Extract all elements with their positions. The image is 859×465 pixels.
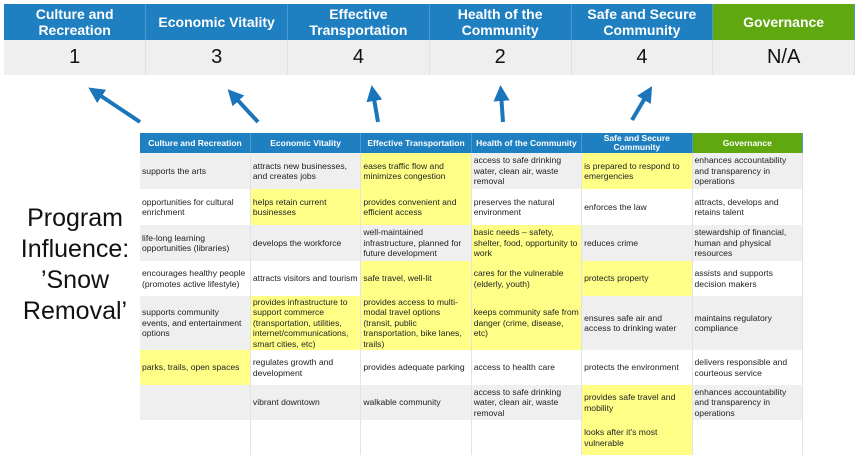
table-cell: walkable community	[360, 385, 472, 420]
table-cell	[140, 420, 251, 455]
table-cell	[140, 385, 251, 420]
table-cell: attracts, develops and retains talent	[692, 189, 804, 225]
score-safe-and-secure-community: 4	[571, 40, 714, 75]
table-cell: opportunities for cultural enrichment	[140, 189, 251, 225]
table-cell: encourages healthy people (promotes acti…	[140, 261, 251, 296]
table-cell: maintains regulatory compliance	[692, 296, 804, 350]
header-health-of-the-community: Health of the Community	[429, 4, 572, 40]
column-header-economic-vitality: Economic Vitality	[250, 133, 362, 153]
table-cell: protects property	[581, 261, 693, 296]
table-cell: assists and supports decision makers	[692, 261, 804, 296]
table-cell: regulates growth and development	[250, 350, 362, 385]
table-row: supports the arts attracts new businesses…	[140, 153, 804, 189]
arrow-icon	[630, 86, 653, 122]
table-cell	[360, 420, 472, 455]
table-cell: life-long learning opportunities (librar…	[140, 225, 251, 261]
table-cell: access to health care	[471, 350, 583, 385]
table-cell: basic needs – safety, shelter, food, opp…	[471, 225, 583, 261]
arrow-icon	[88, 87, 142, 124]
table-row: supports community events, and entertain…	[140, 296, 804, 350]
table-cell: eases traffic flow and minimizes congest…	[360, 153, 472, 189]
table-cell: attracts visitors and tourism	[250, 261, 362, 296]
table-cell: attracts new businesses, and creates job…	[250, 153, 362, 189]
table-cell: helps retain current businesses	[250, 189, 362, 225]
table-cell	[471, 420, 583, 455]
table-cell: access to safe drinking water, clean air…	[471, 385, 583, 420]
score-governance: N/A	[712, 40, 855, 75]
header-economic-vitality: Economic Vitality	[145, 4, 288, 40]
header-safe-and-secure-community: Safe and Secure Community	[571, 4, 714, 40]
table-cell	[692, 420, 804, 455]
pillar-criteria-table: Culture and Recreation Economic Vitality E…	[140, 133, 804, 455]
table-cell: vibrant downtown	[250, 385, 362, 420]
table-row: vibrant downtown walkable community access…	[140, 385, 804, 420]
arrow-icon	[366, 85, 383, 123]
score-summary-table: Culture and Recreation Economic Vitality E…	[4, 4, 855, 75]
table-row: life-long learning opportunities (librar…	[140, 225, 804, 261]
table-cell: supports the arts	[140, 153, 251, 189]
score-culture-and-recreation: 1	[4, 40, 147, 75]
table-row: encourages healthy people (promotes acti…	[140, 261, 804, 296]
table-cell: enforces the law	[581, 189, 693, 225]
table-cell: provides adequate parking	[360, 350, 472, 385]
table-cell: ensures safe air and access to drinking …	[581, 296, 693, 350]
header-culture-and-recreation: Culture and Recreation	[4, 4, 147, 40]
table-cell: stewardship of financial, human and phys…	[692, 225, 804, 261]
table-cell: develops the workforce	[250, 225, 362, 261]
table-cell: supports community events, and entertain…	[140, 296, 251, 350]
table-cell: preserves the natural environment	[471, 189, 583, 225]
table-cell: provides convenient and efficient access	[360, 189, 472, 225]
table-cell: looks after it's most vulnerable	[581, 420, 693, 455]
table-cell: parks, trails, open spaces	[140, 350, 251, 385]
header-effective-transportation: Effective Transportation	[287, 4, 430, 40]
header-governance: Governance	[712, 4, 855, 40]
score-effective-transportation: 4	[287, 40, 430, 75]
table-cell: enhances accountability and transparency…	[692, 385, 804, 420]
table-cell: protects the environment	[581, 350, 693, 385]
table-cell: reduces crime	[581, 225, 693, 261]
table-cell: safe travel, well-lit	[360, 261, 472, 296]
table-cell: delivers responsible and courteous servi…	[692, 350, 804, 385]
arrow-icon	[227, 89, 260, 124]
score-economic-vitality: 3	[145, 40, 288, 75]
table-cell: access to safe drinking water, clean air…	[471, 153, 583, 189]
column-header-effective-transportation: Effective Transportation	[360, 133, 472, 153]
column-header-governance: Governance	[692, 133, 804, 153]
table-cell	[250, 420, 362, 455]
table-cell: enhances accountability and transparency…	[692, 153, 804, 189]
column-header-safe-and-secure-community: Safe and Secure Community	[581, 133, 693, 153]
table-cell: provides safe travel and mobility	[581, 385, 693, 420]
table-cell: keeps community safe from danger (crime,…	[471, 296, 583, 350]
column-header-culture-and-recreation: Culture and Recreation	[140, 133, 251, 153]
column-header-health-of-the-community: Health of the Community	[471, 133, 583, 153]
table-cell: provides infrastructure to support comme…	[250, 296, 362, 350]
score-health-of-the-community: 2	[429, 40, 572, 75]
table-row: looks after it's most vulnerable	[140, 420, 804, 455]
program-influence-label: Program Influence: ’Snow Removal’	[20, 204, 130, 325]
table-cell: cares for the vulnerable (elderly, youth…	[471, 261, 583, 296]
arrow-icon	[493, 85, 510, 123]
table-row: opportunities for cultural enrichment hel…	[140, 189, 804, 225]
table-row: parks, trails, open spaces regulates grow…	[140, 350, 804, 385]
table-cell: provides access to multi-modal travel op…	[360, 296, 472, 350]
table-cell: well-maintained infrastructure, planned …	[360, 225, 472, 261]
table-cell: is prepared to respond to emergencies	[581, 153, 693, 189]
